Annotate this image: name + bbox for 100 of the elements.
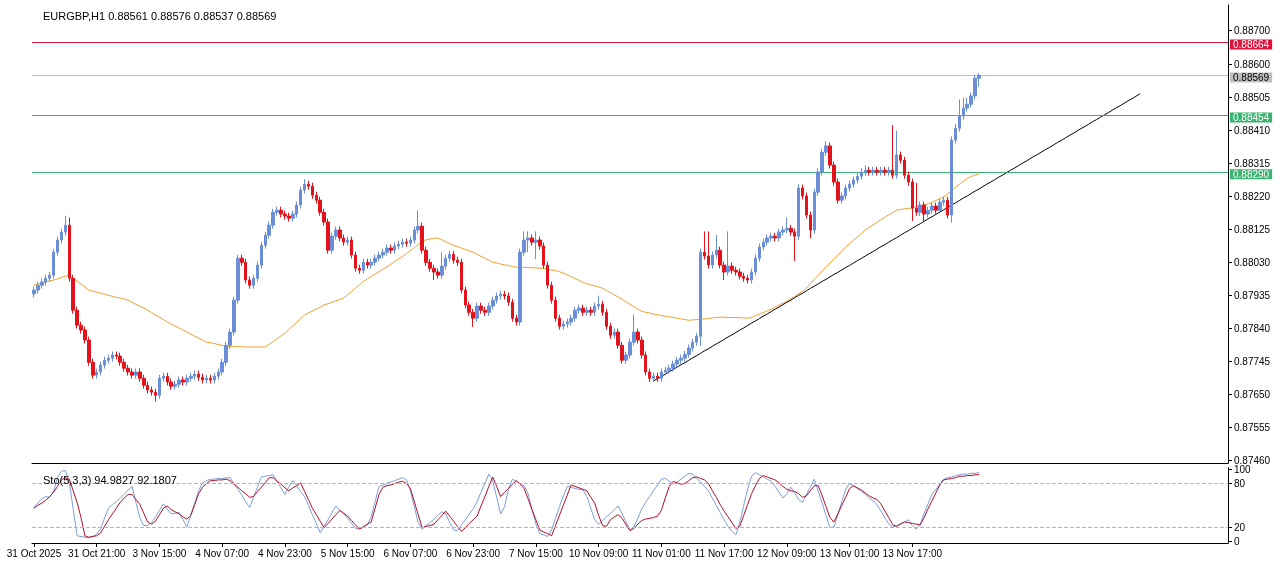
candlestick [311, 182, 314, 200]
candlestick [36, 281, 40, 295]
candlestick [797, 184, 800, 241]
ref-line-label: 0.88569 [1233, 71, 1270, 83]
y-tick-label: 0.88700 [1234, 24, 1271, 36]
candlestick [283, 210, 287, 221]
x-tick-label: 3 Nov 15:00 [132, 547, 187, 559]
candlestick [158, 374, 161, 400]
candlestick [667, 364, 671, 375]
candlestick [844, 184, 847, 200]
x-tick-label: 12 Nov 09:00 [757, 547, 818, 559]
candlestick [279, 206, 283, 219]
candlestick [887, 166, 891, 176]
candlestick [613, 328, 616, 340]
candlestick [738, 268, 742, 281]
candlestick [793, 228, 796, 262]
candlestick [534, 230, 538, 260]
candlestick [475, 302, 479, 323]
ref-line-label: 0.88664 [1233, 39, 1270, 50]
candlestick [769, 232, 773, 242]
candlestick [526, 230, 530, 253]
candlestick [730, 262, 734, 275]
x-tick-label: 13 Nov 17:00 [882, 547, 943, 559]
candlestick [440, 251, 444, 280]
candlestick [879, 166, 883, 176]
y-tick-label: 80 [1234, 478, 1246, 490]
y-tick-label: 20 [1234, 521, 1246, 533]
candlestick [742, 272, 745, 283]
candlestick [675, 356, 679, 369]
y-tick-label: 0.88410 [1234, 125, 1271, 137]
candlestick [154, 388, 157, 403]
candlestick [381, 248, 385, 259]
x-tick-label: 4 Nov 23:00 [257, 547, 313, 559]
candlestick [918, 201, 922, 217]
candlestick [852, 176, 855, 189]
candlestick [530, 234, 534, 247]
candlestick [765, 234, 769, 247]
candlestick [581, 304, 585, 317]
y-tick-label: 0.88125 [1234, 224, 1271, 236]
candlestick [671, 360, 675, 373]
candlestick [860, 168, 863, 181]
candlestick [201, 373, 204, 384]
x-tick-label: 11 Nov 17:00 [694, 547, 754, 559]
candlestick [111, 351, 114, 363]
x-tick-label: 6 Nov 07:00 [383, 547, 438, 559]
y-tick-label: 0.88030 [1234, 257, 1271, 269]
ref-line-label: 0.88290 [1233, 168, 1270, 180]
candlestick [938, 198, 942, 215]
y-tick-label: 0.88600 [1234, 59, 1271, 71]
candlestick [436, 268, 440, 280]
y-tick-label: 0 [1234, 536, 1240, 548]
candlestick [185, 374, 189, 387]
candlestick [377, 251, 381, 263]
candlestick [130, 368, 134, 380]
candlestick [562, 320, 565, 331]
candlestick [871, 166, 875, 176]
line-series [653, 93, 1141, 382]
y-tick-label: 0.87745 [1234, 356, 1271, 368]
x-tick-label: 13 Nov 01:00 [819, 547, 880, 559]
candlestick [40, 278, 44, 290]
chart-title: EURGBP,H1 0.88561 0.88576 0.88537 0.88569 [43, 9, 277, 22]
candlestick [785, 217, 789, 234]
candlestick [926, 206, 930, 219]
candlestick [585, 306, 589, 317]
candlestick [32, 286, 36, 298]
y-tick-label: 0.87555 [1234, 422, 1271, 434]
x-tick-label: 6 Nov 23:00 [446, 547, 501, 559]
candlestick [134, 368, 138, 380]
candlestick [891, 124, 894, 180]
candlestick [773, 232, 777, 242]
candlestick [193, 370, 196, 381]
candlestick [930, 202, 934, 215]
x-tick-label: 7 Nov 15:00 [508, 547, 564, 559]
y-tick-label: 0.88315 [1234, 158, 1271, 170]
candlestick [883, 166, 887, 176]
candlestick [393, 242, 396, 255]
candlestick [287, 212, 291, 223]
candlestick [452, 250, 455, 265]
candlestick [99, 361, 102, 376]
candlestick [499, 290, 502, 300]
candlestick [699, 248, 702, 347]
y-tick-label: 0.88505 [1234, 92, 1271, 104]
candlestick [205, 374, 208, 384]
candlestick [397, 240, 400, 250]
ref-line-label: 0.88454 [1233, 111, 1270, 123]
candlestick [734, 266, 738, 276]
x-tick-label: 4 Nov 07:00 [195, 547, 250, 559]
candlestick [373, 254, 377, 267]
candlestick [338, 226, 342, 242]
candlestick [181, 376, 185, 387]
y-tick-label: 0.87650 [1234, 389, 1271, 401]
x-tick-label: 5 Nov 15:00 [320, 547, 376, 559]
candlestick [385, 244, 389, 257]
candlestick [479, 302, 483, 315]
candlestick [895, 130, 898, 180]
candlestick [401, 238, 404, 249]
candlestick [209, 374, 212, 384]
candlestick [946, 196, 949, 220]
candlestick [189, 372, 193, 383]
y-tick-label: 0.87935 [1234, 290, 1271, 302]
